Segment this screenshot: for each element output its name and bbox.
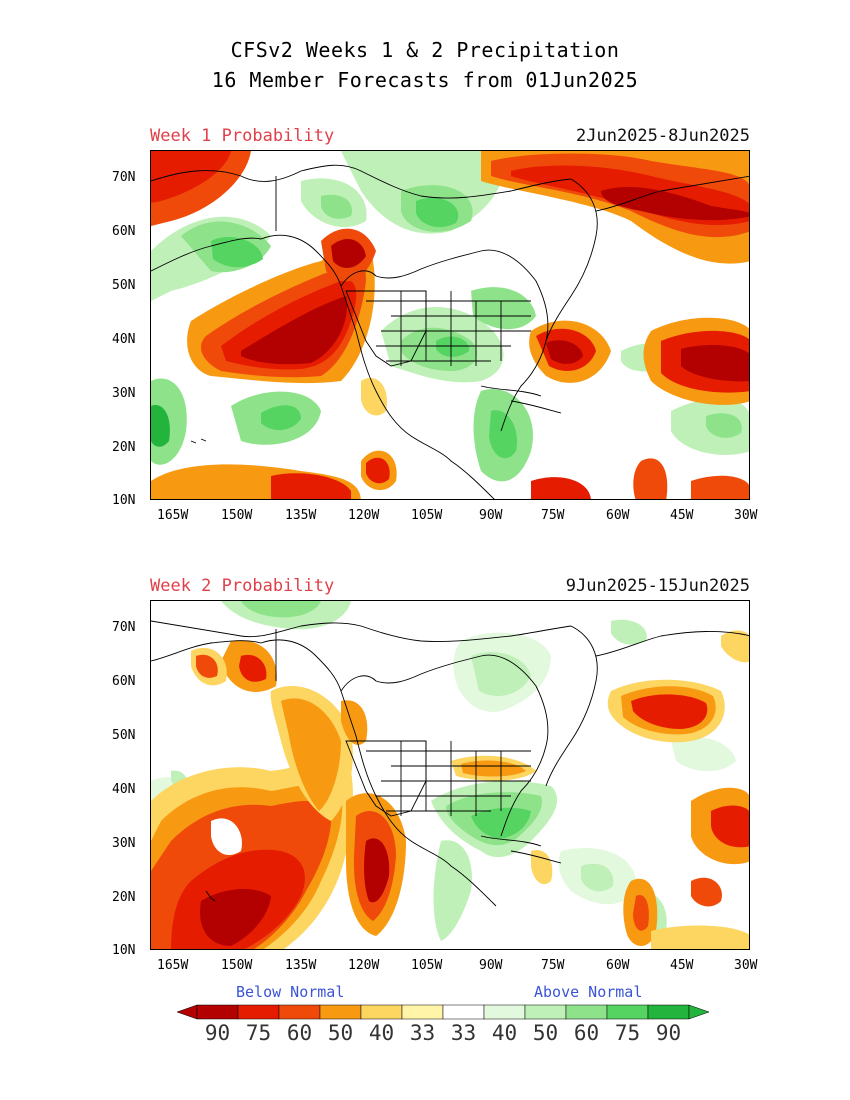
colorbar-swatch-5 xyxy=(401,1004,444,1020)
week2-map xyxy=(150,600,750,950)
week1-lon-tick-90w: 90W xyxy=(479,508,503,523)
week2-lon-tick-75w: 75W xyxy=(541,958,565,973)
colorbar-swatch-4 xyxy=(360,1004,403,1020)
colorbar-swatch-8 xyxy=(524,1004,567,1020)
week1-lat-tick-50n: 50N xyxy=(112,278,136,293)
colorbar-number-2: 60 xyxy=(286,1021,313,1045)
colorbar-swatch-0 xyxy=(196,1004,239,1020)
week1-map xyxy=(150,150,750,500)
week1-lat-tick-40n: 40N xyxy=(112,332,136,347)
week2-lat-tick-10n: 10N xyxy=(112,943,136,958)
week1-below-normal-areas xyxy=(151,151,749,499)
colorbar-swatch-7 xyxy=(483,1004,526,1020)
week1-lon-tick-45w: 45W xyxy=(670,508,694,523)
week2-lat-tick-30n: 30N xyxy=(112,836,136,851)
colorbar-swatch-11 xyxy=(647,1004,690,1020)
week1-date-range: 2Jun2025-8Jun2025 xyxy=(576,126,750,146)
colorbar-swatch-6 xyxy=(442,1004,485,1020)
colorbar-swatch-2 xyxy=(278,1004,321,1020)
week2-lon-tick-105w: 105W xyxy=(411,958,443,973)
week2-lon-tick-135w: 135W xyxy=(285,958,317,973)
week2-lon-tick-150w: 150W xyxy=(221,958,253,973)
chart-title-line2: 16 Member Forecasts from 01Jun2025 xyxy=(211,68,639,92)
week2-lat-tick-70n: 70N xyxy=(112,620,136,635)
colorbar-above-normal-label: Above Normal xyxy=(534,983,643,1001)
colorbar-number-1: 75 xyxy=(245,1021,272,1045)
week2-below-normal-areas xyxy=(151,630,749,949)
week2-lon-tick-45w: 45W xyxy=(670,958,694,973)
week2-panel-label: Week 2 Probability xyxy=(150,576,335,596)
week2-lon-tick-60w: 60W xyxy=(606,958,630,973)
week2-lat-tick-20n: 20N xyxy=(112,890,136,905)
week2-map-svg xyxy=(151,601,749,949)
week1-lon-tick-60w: 60W xyxy=(606,508,630,523)
week2-lon-tick-165w: 165W xyxy=(157,958,189,973)
colorbar-number-11: 90 xyxy=(655,1021,682,1045)
colorbar-swatch-10 xyxy=(606,1004,649,1020)
colorbar-below-normal-label: Below Normal xyxy=(236,983,345,1001)
week2-lon-tick-120w: 120W xyxy=(348,958,380,973)
week1-lon-tick-135w: 135W xyxy=(285,508,317,523)
colorbar-right-arrow xyxy=(688,1004,710,1020)
week2-date-range: 9Jun2025-15Jun2025 xyxy=(565,576,750,596)
week2-above-normal-areas xyxy=(151,601,736,941)
colorbar-number-3: 50 xyxy=(327,1021,354,1045)
week1-above-normal-areas xyxy=(151,151,749,482)
week1-lat-tick-30n: 30N xyxy=(112,386,136,401)
colorbar-number-7: 40 xyxy=(491,1021,518,1045)
week1-lon-tick-75w: 75W xyxy=(541,508,565,523)
colorbar-number-10: 75 xyxy=(614,1021,641,1045)
colorbar-number-9: 60 xyxy=(573,1021,600,1045)
week1-lat-tick-10n: 10N xyxy=(112,493,136,508)
week1-coastlines xyxy=(151,164,749,499)
colorbar-swatch-9 xyxy=(565,1004,608,1020)
week1-lon-tick-105w: 105W xyxy=(411,508,443,523)
week2-lat-tick-60n: 60N xyxy=(112,674,136,689)
week1-map-svg xyxy=(151,151,749,499)
week2-lat-tick-50n: 50N xyxy=(112,728,136,743)
week2-lat-tick-40n: 40N xyxy=(112,782,136,797)
colorbar-number-6: 33 xyxy=(450,1021,477,1045)
week2-lon-tick-30w: 30W xyxy=(734,958,758,973)
colorbar-number-4: 40 xyxy=(368,1021,395,1045)
week2-lon-tick-90w: 90W xyxy=(479,958,503,973)
week1-lon-tick-165w: 165W xyxy=(157,508,189,523)
week1-lat-tick-70n: 70N xyxy=(112,170,136,185)
colorbar-number-0: 90 xyxy=(204,1021,231,1045)
colorbar-swatch-3 xyxy=(319,1004,362,1020)
colorbar-number-8: 50 xyxy=(532,1021,559,1045)
colorbar-left-arrow xyxy=(176,1004,198,1020)
week1-lon-tick-150w: 150W xyxy=(221,508,253,523)
colorbar-number-5: 33 xyxy=(409,1021,436,1045)
week1-lat-tick-20n: 20N xyxy=(112,440,136,455)
week1-lon-tick-30w: 30W xyxy=(734,508,758,523)
week2-coastlines xyxy=(151,620,749,907)
week1-lon-tick-120w: 120W xyxy=(348,508,380,523)
week1-lat-tick-60n: 60N xyxy=(112,224,136,239)
colorbar-swatch-1 xyxy=(237,1004,280,1020)
week1-panel-label: Week 1 Probability xyxy=(150,126,335,146)
colorbar xyxy=(176,1004,710,1020)
chart-title-line1: CFSv2 Weeks 1 & 2 Precipitation xyxy=(230,38,620,62)
